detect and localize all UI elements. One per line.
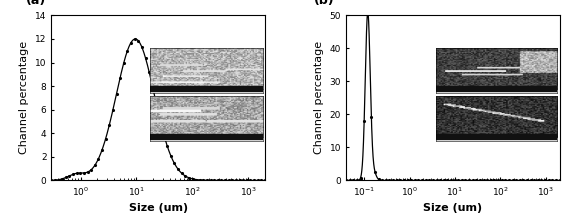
Y-axis label: Channel percentage: Channel percentage xyxy=(19,41,30,154)
X-axis label: Size (um): Size (um) xyxy=(423,203,482,213)
X-axis label: Size (um): Size (um) xyxy=(128,203,188,213)
Y-axis label: Channel percentage: Channel percentage xyxy=(314,41,324,154)
Text: (a): (a) xyxy=(26,0,46,7)
Text: (b): (b) xyxy=(314,0,335,7)
